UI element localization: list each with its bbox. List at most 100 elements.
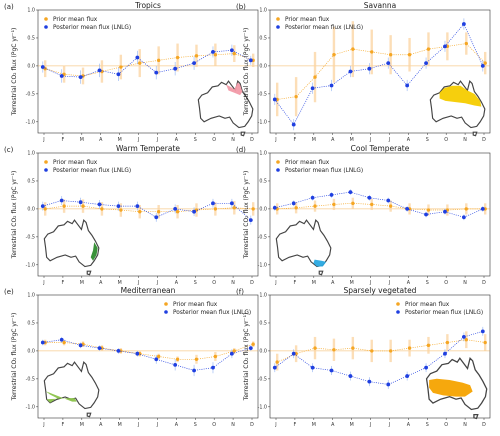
- x-tick-label: O: [212, 137, 216, 143]
- data-point: [424, 365, 428, 370]
- x-tick-label: N: [231, 137, 235, 143]
- data-point: [405, 207, 410, 211]
- x-tick-label: N: [463, 280, 467, 286]
- data-point: [62, 204, 66, 208]
- data-point: [351, 201, 355, 206]
- panel-title: Cool Temperate: [351, 144, 410, 153]
- data-point: [291, 201, 296, 206]
- data-point: [173, 362, 178, 367]
- legend-entry: Posterior mean flux (LNLG): [285, 25, 363, 31]
- x-tick-label: J: [369, 137, 371, 143]
- data-point: [154, 70, 159, 75]
- x-tick-label: J: [137, 422, 139, 428]
- data-point: [407, 346, 412, 350]
- australia-map-icon: [197, 80, 254, 137]
- x-tick-label: J: [388, 422, 390, 428]
- data-point: [443, 44, 447, 49]
- x-tick-label: A: [331, 422, 335, 428]
- data-point: [251, 342, 255, 346]
- data-point: [213, 354, 218, 359]
- map-tasmania: [473, 413, 479, 420]
- x-tick-label: M: [312, 280, 316, 286]
- legend-marker: [164, 302, 168, 306]
- x-tick-label: D: [482, 422, 486, 428]
- panel-label: (a): [4, 3, 14, 11]
- data-point: [332, 53, 336, 57]
- x-tick-label: M: [118, 137, 122, 143]
- data-point: [116, 204, 121, 209]
- x-tick-label: A: [407, 280, 411, 286]
- map-region: [429, 378, 473, 397]
- legend-marker: [44, 25, 48, 29]
- data-point: [405, 374, 410, 378]
- legend-entry: Posterior mean flux (LNLG): [53, 168, 131, 174]
- series-line: [274, 191, 483, 218]
- y-axis-label: Terrestrial CO₂ flux (PgC yr⁻¹): [11, 313, 18, 402]
- data-point: [97, 346, 102, 351]
- series-line: [45, 53, 254, 77]
- data-point: [40, 340, 45, 345]
- data-point: [483, 340, 487, 345]
- data-point: [461, 22, 466, 26]
- legend-marker: [396, 302, 400, 306]
- y-tick-label: -0.5: [26, 234, 35, 240]
- x-tick-label: O: [212, 422, 216, 428]
- data-point: [332, 348, 336, 352]
- data-point: [154, 215, 159, 220]
- legend-entry: Posterior mean flux (LNLG): [285, 168, 363, 174]
- data-point: [443, 209, 447, 214]
- data-point: [78, 75, 83, 79]
- data-point: [291, 351, 296, 356]
- data-point: [232, 206, 236, 210]
- series-posterior: [40, 44, 253, 84]
- data-point: [386, 382, 391, 387]
- y-tick-label: -0.5: [258, 91, 267, 97]
- data-point: [78, 343, 83, 348]
- y-tick-label: -1.0: [258, 262, 267, 268]
- data-point: [40, 204, 45, 209]
- x-tick-label: O: [444, 422, 448, 428]
- legend-marker: [276, 17, 280, 21]
- x-tick-label: M: [80, 280, 84, 286]
- x-tick-label: J: [274, 280, 276, 286]
- panel-title: Tropics: [134, 1, 161, 10]
- data-point: [370, 202, 374, 207]
- y-axis-label: Terrestrial CO₂ flux (PgC yr⁻¹): [243, 313, 250, 402]
- series-line: [42, 339, 251, 371]
- x-tick-label: O: [212, 280, 216, 286]
- legend-marker: [44, 168, 48, 172]
- x-tick-label: J: [369, 422, 371, 428]
- y-tick-label: -0.5: [258, 234, 267, 240]
- panel-label: (c): [4, 146, 14, 154]
- data-point: [135, 351, 140, 356]
- panel-6: Sparsely vegetated (f) -1.0 -0.5 0.0 0.5 1.0 J F…: [236, 286, 491, 428]
- x-tick-label: M: [80, 137, 84, 143]
- data-point: [388, 349, 393, 353]
- series-posterior: [272, 326, 485, 389]
- x-tick-label: M: [350, 137, 354, 143]
- australia-map-icon: [429, 80, 486, 137]
- data-point: [388, 204, 393, 208]
- data-point: [310, 365, 315, 370]
- plot-frame: [269, 9, 491, 134]
- data-point: [229, 201, 234, 206]
- map-outline: [43, 361, 100, 410]
- data-point: [329, 193, 334, 197]
- x-tick-label: D: [250, 137, 254, 143]
- legend-marker: [276, 160, 280, 164]
- x-tick-label: J: [156, 137, 158, 143]
- data-point: [348, 374, 353, 378]
- x-tick-label: M: [118, 422, 122, 428]
- data-point: [464, 338, 468, 342]
- legend: Prior mean flux Posterior mean flux (LNLG…: [276, 160, 363, 174]
- panel-label: (f): [236, 288, 244, 296]
- data-point: [445, 340, 450, 345]
- data-point: [329, 83, 334, 88]
- data-point: [272, 205, 277, 210]
- data-point: [59, 198, 64, 203]
- map-region: [226, 82, 243, 96]
- panel-title: Savanna: [364, 1, 397, 10]
- x-tick-label: F: [62, 422, 65, 428]
- y-tick-label: 0.5: [27, 36, 35, 42]
- x-tick-label: S: [426, 280, 429, 286]
